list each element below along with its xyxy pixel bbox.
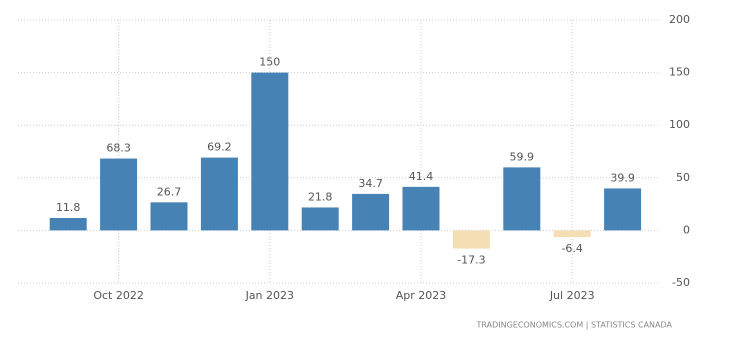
bar <box>352 193 390 231</box>
bar <box>604 188 642 231</box>
data-label: -6.4 <box>561 242 582 255</box>
x-tick-label: Jul 2023 <box>549 289 595 302</box>
data-label: 26.7 <box>157 185 182 198</box>
bar <box>200 157 238 231</box>
y-tick-label: -50 <box>672 276 690 289</box>
data-label: 150 <box>259 56 280 69</box>
data-label: -17.3 <box>457 254 485 267</box>
bar <box>150 202 188 231</box>
bar <box>100 158 138 231</box>
y-tick-label: 100 <box>669 118 690 131</box>
bar <box>503 167 541 231</box>
source: TRADINGECONOMICS.COM | STATISTICS CANADA <box>475 321 672 330</box>
y-tick-label: 200 <box>669 13 690 26</box>
bar <box>49 217 87 231</box>
data-label: 68.3 <box>106 142 131 155</box>
data-label: 21.8 <box>308 190 333 203</box>
data-label: 11.8 <box>56 201 81 214</box>
data-label: 41.4 <box>409 170 434 183</box>
x-tick-label: Apr 2023 <box>396 289 447 302</box>
bar <box>301 207 339 231</box>
x-tick-label: Oct 2022 <box>93 289 144 302</box>
data-label: 59.9 <box>510 150 535 163</box>
bar <box>402 186 440 231</box>
data-label: 39.9 <box>610 171 635 184</box>
bar <box>251 72 289 231</box>
bar <box>553 230 591 238</box>
x-tick-label: Jan 2023 <box>245 289 294 302</box>
bar <box>452 230 490 249</box>
y-tick-label: 0 <box>683 223 690 236</box>
y-tick-label: 150 <box>669 66 690 79</box>
data-label: 34.7 <box>358 177 383 190</box>
data-label: 69.2 <box>207 141 232 154</box>
y-tick-label: 50 <box>676 171 690 184</box>
